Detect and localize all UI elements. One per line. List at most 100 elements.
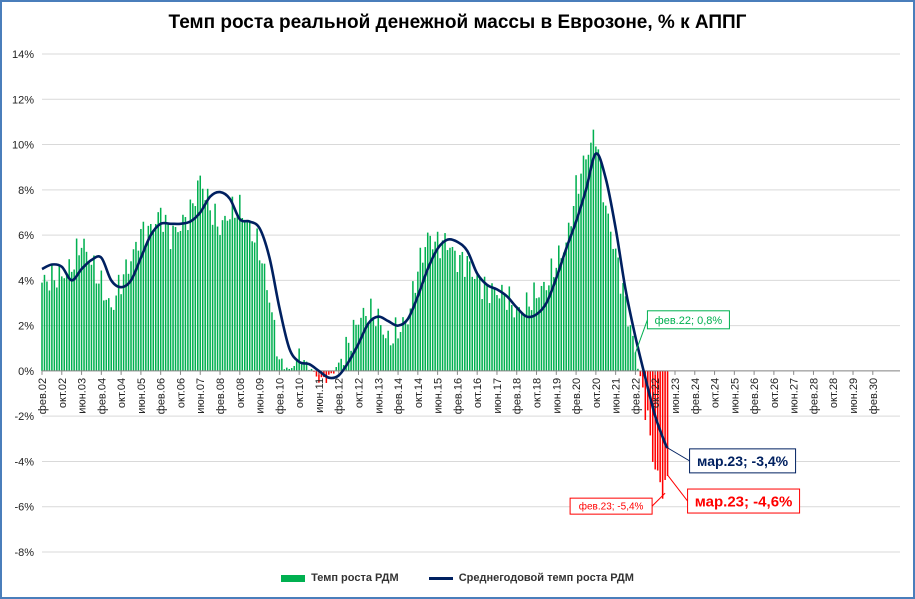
- bar: [197, 180, 199, 371]
- bar: [595, 146, 597, 371]
- bar: [281, 358, 283, 371]
- bar: [137, 250, 140, 371]
- bar: [219, 235, 221, 371]
- bar: [367, 322, 370, 371]
- y-tick-label: 0%: [18, 366, 34, 378]
- x-tick-label: фев.18: [512, 378, 524, 414]
- bar: [407, 324, 409, 371]
- bar: [459, 255, 461, 371]
- bar: [372, 319, 375, 371]
- bar: [110, 307, 112, 371]
- x-tick-label: фев.28: [808, 378, 820, 414]
- bar: [513, 317, 516, 371]
- x-tick-label: фев.22: [630, 378, 642, 414]
- y-tick-label: -2%: [14, 411, 34, 423]
- bar: [535, 298, 538, 371]
- bar: [201, 188, 204, 371]
- bar: [132, 249, 135, 371]
- bar: [112, 309, 115, 371]
- bar: [162, 231, 164, 371]
- x-tick-label: окт.20: [591, 378, 603, 408]
- x-tick-label: июн.11: [314, 378, 326, 413]
- x-tick-label: фев.06: [156, 378, 168, 414]
- bar: [478, 278, 481, 371]
- bar: [565, 242, 567, 371]
- bar: [276, 356, 278, 371]
- bar: [555, 267, 558, 371]
- y-tick-label: 12%: [12, 94, 34, 106]
- bar: [187, 230, 189, 371]
- bar: [577, 193, 580, 371]
- bar: [330, 370, 333, 374]
- bar: [53, 280, 56, 371]
- bar: [140, 228, 142, 371]
- bar: [147, 225, 150, 371]
- bar: [429, 235, 431, 371]
- trend-line-path: [41, 152, 669, 449]
- chart-title: Темп роста реальной денежной массы в Евр…: [168, 12, 747, 33]
- x-tick-label: окт.02: [57, 378, 69, 408]
- bar: [303, 360, 305, 371]
- bar: [486, 285, 488, 371]
- bar: [624, 296, 627, 371]
- x-tick-label: окт.12: [353, 378, 365, 408]
- x-tick-label: окт.18: [532, 378, 544, 408]
- bar: [93, 255, 95, 371]
- bar: [290, 368, 293, 371]
- bar: [377, 308, 380, 371]
- bar: [454, 250, 456, 371]
- bar: [236, 216, 239, 371]
- legend-item-bars: Темп роста РДМ: [281, 572, 399, 584]
- bar: [70, 271, 73, 371]
- bar: [56, 287, 58, 371]
- bar: [540, 285, 543, 371]
- legend: Темп роста РДМ Среднегодовой темп роста …: [0, 572, 915, 584]
- bar: [572, 205, 575, 371]
- bar: [234, 217, 236, 371]
- bar: [300, 364, 303, 371]
- bar: [587, 154, 590, 371]
- bar: [530, 310, 533, 371]
- bar: [392, 343, 394, 371]
- bar: [295, 359, 298, 371]
- bar: [612, 248, 614, 371]
- bar: [362, 307, 365, 371]
- bar: [553, 277, 555, 371]
- bar: [293, 365, 295, 371]
- x-tick-label: июн.29: [848, 378, 860, 414]
- x-tick-label: июн.25: [729, 378, 741, 414]
- bar: [352, 319, 355, 371]
- bar: [105, 299, 108, 371]
- bar: [496, 295, 498, 371]
- bar: [241, 218, 244, 371]
- x-tick-label: фев.04: [96, 378, 108, 414]
- bar: [298, 348, 300, 371]
- x-tick-label: фев.10: [274, 378, 286, 414]
- legend-item-line: Среднегодовой темп роста РДМ: [428, 572, 634, 584]
- x-tick-label: фев.08: [215, 378, 227, 414]
- annotation-label: фев.22; 0,8%: [655, 315, 723, 327]
- x-tick-label: фев.14: [393, 378, 405, 414]
- bar: [491, 283, 493, 371]
- bar: [520, 311, 523, 371]
- bar: [315, 370, 318, 377]
- bar: [333, 370, 335, 374]
- bar: [145, 247, 147, 371]
- bar: [288, 368, 291, 371]
- bar: [239, 194, 241, 371]
- bar: [216, 226, 219, 371]
- bar: [337, 362, 340, 371]
- annotations: фев.22; 0,8% мар.23; -3,4% мар.23; -4,6% фе…: [569, 310, 801, 515]
- y-tick-label: -6%: [14, 502, 34, 514]
- y-tick-label: 8%: [18, 185, 34, 197]
- bar: [548, 285, 550, 371]
- bar: [347, 342, 350, 371]
- annotation-label: фев.23; -5,4%: [579, 501, 644, 513]
- bar: [189, 199, 192, 371]
- bar: [335, 367, 338, 371]
- bar: [632, 335, 634, 371]
- x-tick-label: фев.20: [571, 378, 583, 414]
- bar: [177, 232, 179, 371]
- bar: [130, 261, 132, 371]
